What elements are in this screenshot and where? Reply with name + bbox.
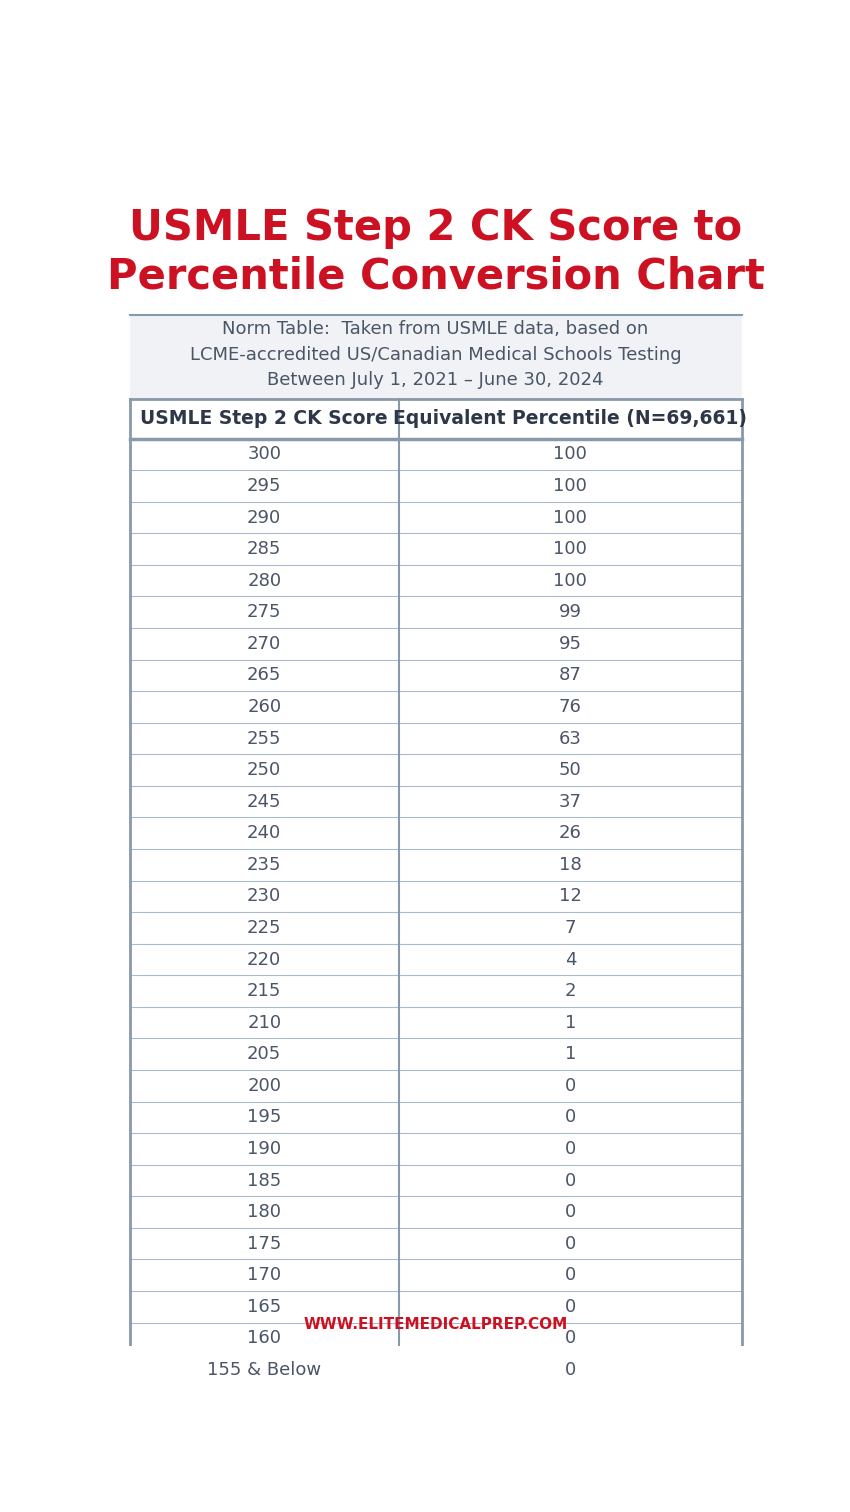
Text: 76: 76 — [559, 699, 581, 717]
Text: 18: 18 — [559, 856, 581, 874]
Text: 0: 0 — [564, 1204, 576, 1222]
Text: 2: 2 — [564, 983, 576, 999]
Text: 290: 290 — [247, 508, 281, 526]
Text: 230: 230 — [247, 888, 281, 906]
Text: 100: 100 — [553, 508, 587, 526]
Text: 235: 235 — [247, 856, 281, 874]
Text: 245: 245 — [247, 792, 281, 810]
Text: 0: 0 — [564, 1140, 576, 1158]
Text: 0: 0 — [564, 1235, 576, 1252]
Text: USMLE Step 2 CK Score to: USMLE Step 2 CK Score to — [129, 207, 742, 248]
Text: 280: 280 — [247, 572, 281, 590]
Text: 240: 240 — [247, 824, 281, 842]
Text: 255: 255 — [247, 729, 281, 747]
Text: 1: 1 — [564, 1045, 576, 1063]
Text: 270: 270 — [247, 635, 281, 653]
Text: 0: 0 — [564, 1172, 576, 1190]
FancyBboxPatch shape — [129, 399, 742, 438]
Text: 275: 275 — [247, 603, 281, 621]
Text: Between July 1, 2021 – June 30, 2024: Between July 1, 2021 – June 30, 2024 — [268, 370, 604, 389]
Text: 185: 185 — [247, 1172, 281, 1190]
Text: 100: 100 — [553, 446, 587, 463]
Text: 87: 87 — [559, 667, 581, 685]
Text: 12: 12 — [559, 888, 581, 906]
Text: 260: 260 — [247, 699, 281, 717]
Text: 50: 50 — [559, 761, 581, 779]
Text: 165: 165 — [247, 1297, 281, 1315]
Text: 95: 95 — [558, 635, 581, 653]
Text: 205: 205 — [247, 1045, 281, 1063]
Text: USMLE Step 2 CK Score: USMLE Step 2 CK Score — [140, 410, 388, 428]
FancyBboxPatch shape — [129, 316, 742, 399]
Text: LCME-accredited US/Canadian Medical Schools Testing: LCME-accredited US/Canadian Medical Scho… — [190, 346, 682, 364]
Text: Percentile Conversion Chart: Percentile Conversion Chart — [107, 256, 764, 298]
Text: 0: 0 — [564, 1361, 576, 1379]
Text: 295: 295 — [247, 476, 281, 494]
Text: 225: 225 — [247, 919, 281, 937]
Text: 265: 265 — [247, 667, 281, 685]
Text: 180: 180 — [247, 1204, 281, 1222]
Text: 210: 210 — [247, 1013, 281, 1031]
Text: 220: 220 — [247, 951, 281, 969]
Text: Equivalent Percentile (N=69,661): Equivalent Percentile (N=69,661) — [394, 410, 747, 428]
Text: 99: 99 — [558, 603, 581, 621]
Text: 195: 195 — [247, 1108, 281, 1126]
Text: 37: 37 — [558, 792, 581, 810]
Text: 175: 175 — [247, 1235, 281, 1252]
Text: 1: 1 — [564, 1013, 576, 1031]
Text: 250: 250 — [247, 761, 281, 779]
Text: 155 & Below: 155 & Below — [207, 1361, 321, 1379]
Text: 215: 215 — [247, 983, 281, 999]
Text: 170: 170 — [247, 1266, 281, 1284]
Text: 100: 100 — [553, 540, 587, 558]
Text: 285: 285 — [247, 540, 281, 558]
Text: 26: 26 — [559, 824, 581, 842]
Text: 100: 100 — [553, 476, 587, 494]
Text: 63: 63 — [559, 729, 581, 747]
Text: Norm Table:  Taken from USMLE data, based on: Norm Table: Taken from USMLE data, based… — [223, 321, 649, 339]
Text: 0: 0 — [564, 1329, 576, 1347]
Text: 0: 0 — [564, 1077, 576, 1095]
Text: 160: 160 — [247, 1329, 281, 1347]
Text: 0: 0 — [564, 1297, 576, 1315]
Text: 4: 4 — [564, 951, 576, 969]
Text: 200: 200 — [247, 1077, 281, 1095]
Text: 7: 7 — [564, 919, 576, 937]
Text: 300: 300 — [247, 446, 281, 463]
Text: 190: 190 — [247, 1140, 281, 1158]
Text: 0: 0 — [564, 1266, 576, 1284]
Text: 100: 100 — [553, 572, 587, 590]
Text: WWW.ELITEMEDICALPREP.COM: WWW.ELITEMEDICALPREP.COM — [303, 1317, 568, 1332]
Text: 0: 0 — [564, 1108, 576, 1126]
